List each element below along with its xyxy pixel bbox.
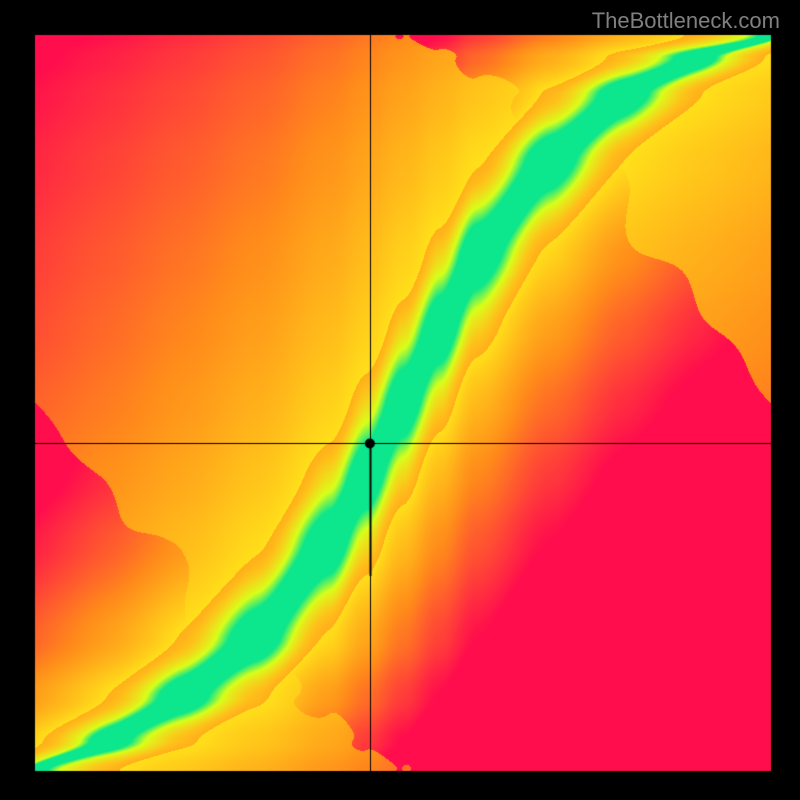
heatmap-canvas: [0, 0, 800, 800]
chart-container: TheBottleneck.com: [0, 0, 800, 800]
watermark-text: TheBottleneck.com: [592, 8, 780, 34]
